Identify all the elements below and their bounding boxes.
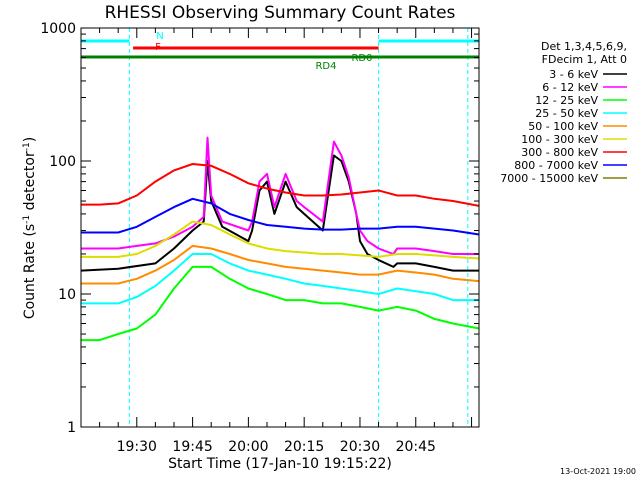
y-tick-label-1: 10: [58, 287, 76, 303]
x-tick-label-5: 20:45: [396, 439, 436, 455]
plot-area: NF RD4 RD0 1 10 100 1000 19:30 19:45 20:00 20:15 20…: [40, 21, 480, 455]
y-axis-label-suffix: ): [22, 137, 38, 142]
x-axis-ticks: 19:30 19:45 20:00 20:15 20:30 20:45: [99, 28, 473, 455]
legend-label-1: 6 - 12 keV: [542, 81, 598, 94]
y-axis-label-prefix: Count Rate (s: [22, 224, 38, 319]
y-tick-label-2: 100: [49, 154, 76, 170]
y-axis-label: Count Rate (s-1 detector-1): [22, 137, 38, 319]
y-tick-label-3: 1000: [40, 21, 76, 37]
series-line-7: [81, 197, 480, 236]
legend-header-line-2: FDecim 1, Att 0: [542, 53, 627, 66]
x-tick-label-3: 20:15: [284, 439, 324, 455]
x-tick-label-0: 19:30: [117, 439, 157, 455]
y-axis-label-sup2: -1: [22, 142, 32, 151]
x-axis-label: Start Time (17-Jan-10 19:15:22): [168, 456, 392, 472]
legend-label-8: 7000 - 15000 keV: [500, 172, 598, 185]
legend-header-line-1: Det 1,3,4,5,6,9,: [541, 40, 627, 53]
legend-label-5: 100 - 300 keV: [521, 133, 598, 146]
state-flag-rd4-label: RD4: [315, 61, 336, 72]
series-line-3: [81, 253, 479, 305]
legend-label-4: 50 - 100 keV: [528, 120, 598, 133]
state-flag-f-label: F: [155, 42, 161, 53]
series-line-4: [81, 244, 480, 285]
series-line-2: [81, 265, 480, 342]
y-axis-label-mid: detector: [22, 151, 38, 215]
series-line-6: [81, 163, 480, 207]
x-tick-label-2: 20:00: [228, 439, 268, 455]
plot-frame: [80, 27, 480, 428]
y-axis-label-sup1: -1: [22, 215, 32, 224]
state-flag-rd0-label: RD0: [351, 53, 372, 64]
y-axis-ticks: 1 10 100 1000: [40, 21, 479, 436]
legend-label-7: 800 - 7000 keV: [514, 159, 598, 172]
series-line-5: [81, 220, 480, 260]
legend: Det 1,3,4,5,6,9, FDecim 1, Att 0 3 - 6 k…: [500, 40, 627, 185]
y-tick-label-0: 1: [67, 420, 76, 436]
chart-title: RHESSI Observing Summary Count Rates: [105, 3, 456, 23]
legend-label-2: 12 - 25 keV: [535, 94, 598, 107]
legend-label-6: 300 - 800 keV: [521, 146, 598, 159]
legend-label-3: 25 - 50 keV: [535, 107, 598, 120]
x-tick-label-1: 19:45: [172, 439, 212, 455]
x-tick-label-4: 20:30: [340, 439, 380, 455]
legend-label-0: 3 - 6 keV: [549, 68, 598, 81]
footer-date: 13-Oct-2021 19:00: [560, 467, 636, 476]
state-flag-n-label: N: [156, 31, 163, 42]
series-line-0: [80, 154, 479, 272]
